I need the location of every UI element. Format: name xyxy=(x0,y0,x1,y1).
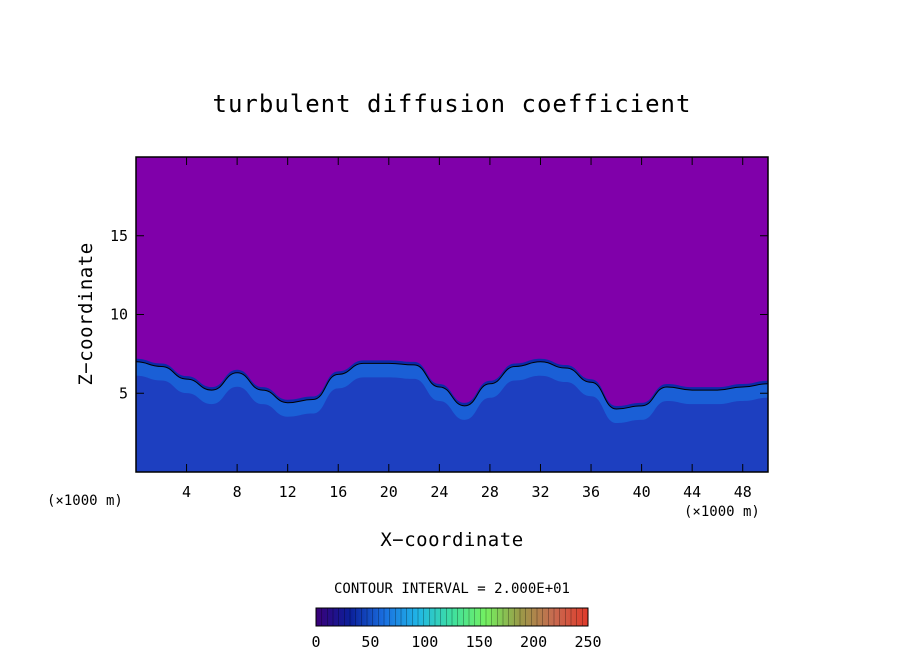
colorbar-tick-label: 50 xyxy=(361,633,379,651)
x-tick-label: 48 xyxy=(734,483,752,501)
y-tick-label: 15 xyxy=(110,227,128,245)
colorbar: 0 50 100 150 200 250 xyxy=(311,607,602,651)
x-axis-unit-left: (×1000 m) xyxy=(47,493,123,509)
x-tick-label: 4 xyxy=(182,483,191,501)
x-tick-label: 8 xyxy=(233,483,242,501)
colorbar-tick-labels: 0 50 100 150 200 250 xyxy=(311,633,601,651)
colorbar-tick-label: 100 xyxy=(411,633,438,651)
colorbar-tick-label: 150 xyxy=(466,633,493,651)
x-tick-label: 36 xyxy=(582,483,600,501)
chart-title: turbulent diffusion coefficient xyxy=(213,90,692,118)
contour-interval-text: CONTOUR INTERVAL = 2.000E+01 xyxy=(334,581,570,597)
x-axis-label: X−coordinate xyxy=(380,529,523,551)
x-tick-label: 32 xyxy=(531,483,549,501)
x-tick-label: 24 xyxy=(430,483,448,501)
x-tick-label: 20 xyxy=(380,483,398,501)
y-axis-ticks: 5 10 15 xyxy=(110,227,768,402)
x-axis-unit-right: (×1000 m) xyxy=(684,504,760,520)
turbulent-layer xyxy=(136,358,768,472)
x-tick-label: 44 xyxy=(683,483,701,501)
colorbar-frame xyxy=(315,607,589,627)
x-axis-ticks: 4 8 12 16 20 24 28 32 36 40 44 48 xyxy=(182,157,752,501)
layer-top-contour xyxy=(136,361,768,410)
y-tick-label: 5 xyxy=(119,384,128,402)
colorbar-tick-label: 0 xyxy=(311,633,320,651)
x-tick-label: 40 xyxy=(633,483,651,501)
turbulent-layer-interior xyxy=(136,375,768,472)
y-tick-label: 10 xyxy=(110,306,128,324)
y-axis-label: Z−coordinate xyxy=(75,242,97,385)
x-tick-label: 12 xyxy=(279,483,297,501)
x-tick-label: 28 xyxy=(481,483,499,501)
colorbar-tick-label: 250 xyxy=(574,633,601,651)
colorbar-tick-label: 200 xyxy=(520,633,547,651)
x-tick-label: 16 xyxy=(329,483,347,501)
